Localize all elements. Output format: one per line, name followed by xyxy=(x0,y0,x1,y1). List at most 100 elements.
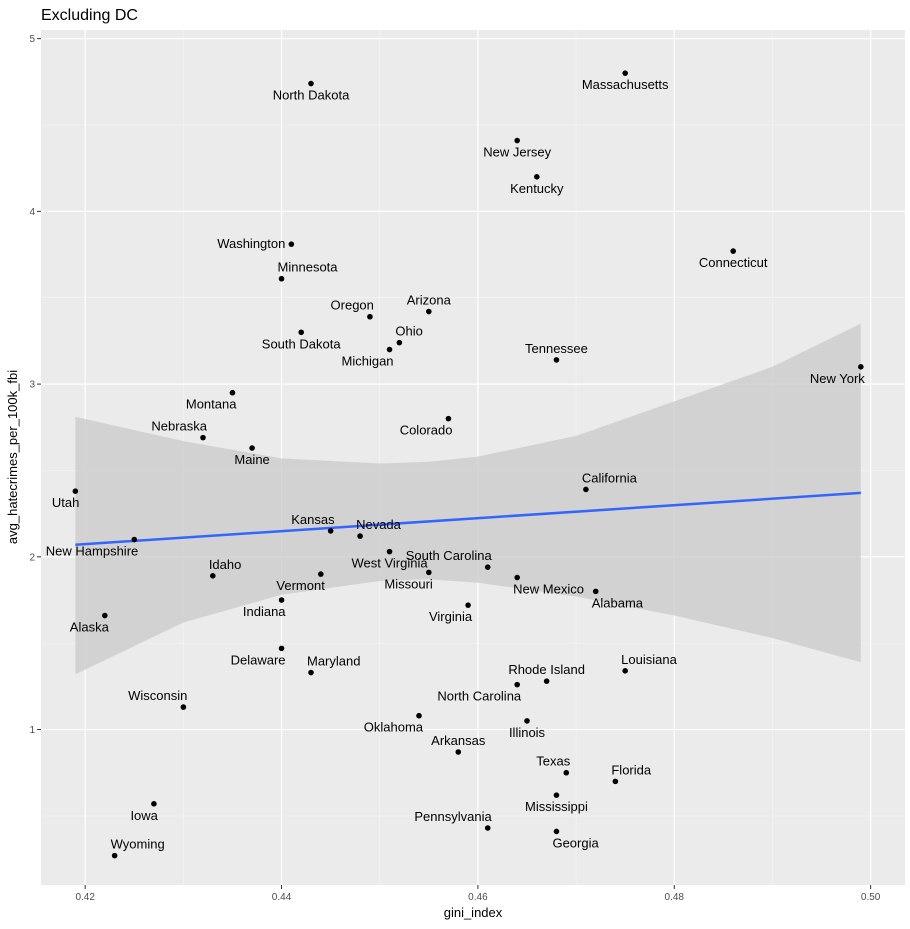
point-label: Utah xyxy=(52,495,79,510)
data-point xyxy=(455,749,462,755)
data-point xyxy=(298,329,304,336)
data-point xyxy=(396,339,403,346)
point-label: Minnesota xyxy=(278,260,339,275)
data-point xyxy=(386,346,393,353)
data-point xyxy=(730,248,736,254)
point-label: North Carolina xyxy=(437,689,522,704)
y-tick-label: 3 xyxy=(29,380,35,391)
data-point xyxy=(210,573,216,579)
data-point xyxy=(278,645,285,652)
point-label: New Jersey xyxy=(483,145,551,160)
data-point xyxy=(318,571,324,577)
data-point xyxy=(514,137,520,144)
data-point xyxy=(180,704,187,710)
data-point xyxy=(622,70,628,76)
axis-ticks: 0.42 0.44 0.46 0.48 0.50 1 2 3 4 5 xyxy=(29,34,880,903)
data-point xyxy=(484,825,491,831)
data-point xyxy=(416,712,422,719)
data-point xyxy=(357,533,363,539)
point-label: Massachusetts xyxy=(582,77,669,92)
point-label: Florida xyxy=(611,762,652,777)
data-point xyxy=(534,174,540,180)
point-label: Washington xyxy=(217,236,285,251)
point-label: Ohio xyxy=(395,324,422,339)
point-label: Indiana xyxy=(243,604,286,619)
point-label: Nebraska xyxy=(151,419,207,434)
data-point xyxy=(563,769,570,776)
point-label: Vermont xyxy=(276,578,325,593)
point-label: Illinois xyxy=(509,725,546,740)
data-point xyxy=(514,574,520,581)
data-point xyxy=(514,681,520,688)
point-label: Maryland xyxy=(307,654,360,669)
y-tick-label: 5 xyxy=(29,34,35,45)
point-label: Nevada xyxy=(356,517,402,532)
data-point xyxy=(131,536,138,543)
point-label: Virginia xyxy=(429,609,473,624)
chart-title: Excluding DC xyxy=(41,7,138,24)
point-label: Georgia xyxy=(552,835,599,850)
point-label: Kansas xyxy=(291,512,335,527)
point-label: Pennsylvania xyxy=(414,809,492,824)
data-point xyxy=(553,792,560,798)
data-point xyxy=(102,612,108,619)
point-label: North Dakota xyxy=(273,88,350,103)
point-label: New Hampshire xyxy=(46,544,138,559)
confidence-band xyxy=(75,323,861,675)
data-point xyxy=(327,528,334,534)
point-label: Alabama xyxy=(592,595,644,610)
data-point xyxy=(543,678,550,684)
data-point xyxy=(858,364,864,370)
data-point xyxy=(612,778,619,785)
data-point xyxy=(229,389,236,396)
point-label: Maine xyxy=(234,452,269,467)
point-label: Oregon xyxy=(331,298,374,313)
x-tick-label: 0.46 xyxy=(468,892,488,903)
point-label: Tennessee xyxy=(525,341,588,356)
point-label: South Dakota xyxy=(262,336,342,351)
data-point xyxy=(111,852,118,859)
trend-line-layer xyxy=(75,491,861,546)
data-point xyxy=(288,241,295,247)
data-point xyxy=(524,718,530,724)
point-label: West Virginia xyxy=(351,556,428,571)
data-point xyxy=(308,669,314,676)
y-tick-label: 4 xyxy=(29,207,35,218)
data-point xyxy=(592,588,599,595)
data-point xyxy=(553,828,560,835)
point-label: Wyoming xyxy=(111,837,165,852)
point-label: Kentucky xyxy=(510,181,564,196)
x-axis-title: gini_index xyxy=(444,905,503,920)
confidence-band-layer xyxy=(75,323,861,675)
y-tick-label: 2 xyxy=(29,552,35,563)
trend-line xyxy=(75,491,861,546)
x-tick-label: 0.42 xyxy=(75,892,95,903)
data-point xyxy=(465,602,471,608)
point-label: Oklahoma xyxy=(364,720,424,735)
point-label: Michigan xyxy=(342,354,394,369)
data-point xyxy=(386,548,393,555)
data-point xyxy=(151,801,157,807)
point-label: Alaska xyxy=(70,620,110,635)
point-label: Idaho xyxy=(209,557,242,572)
data-point xyxy=(367,313,373,320)
data-point xyxy=(445,415,452,422)
points-layer xyxy=(72,70,864,859)
point-label: Mississippi xyxy=(525,799,588,814)
point-label: New Mexico xyxy=(513,582,584,597)
point-label: Texas xyxy=(536,754,570,769)
point-label: Rhode Island xyxy=(508,662,585,677)
y-tick-label: 1 xyxy=(29,725,35,736)
point-label: New York xyxy=(810,371,865,386)
point-label: Colorado xyxy=(400,423,453,438)
point-label: California xyxy=(582,470,638,485)
data-point xyxy=(622,668,628,674)
data-point xyxy=(426,569,432,576)
data-point xyxy=(484,564,491,570)
x-tick-label: 0.50 xyxy=(861,892,881,903)
x-tick-label: 0.48 xyxy=(665,892,685,903)
point-labels-layer: Massachusetts North Dakota New Jersey Kentu… xyxy=(46,77,866,851)
data-point xyxy=(72,488,79,494)
data-point xyxy=(249,445,255,451)
